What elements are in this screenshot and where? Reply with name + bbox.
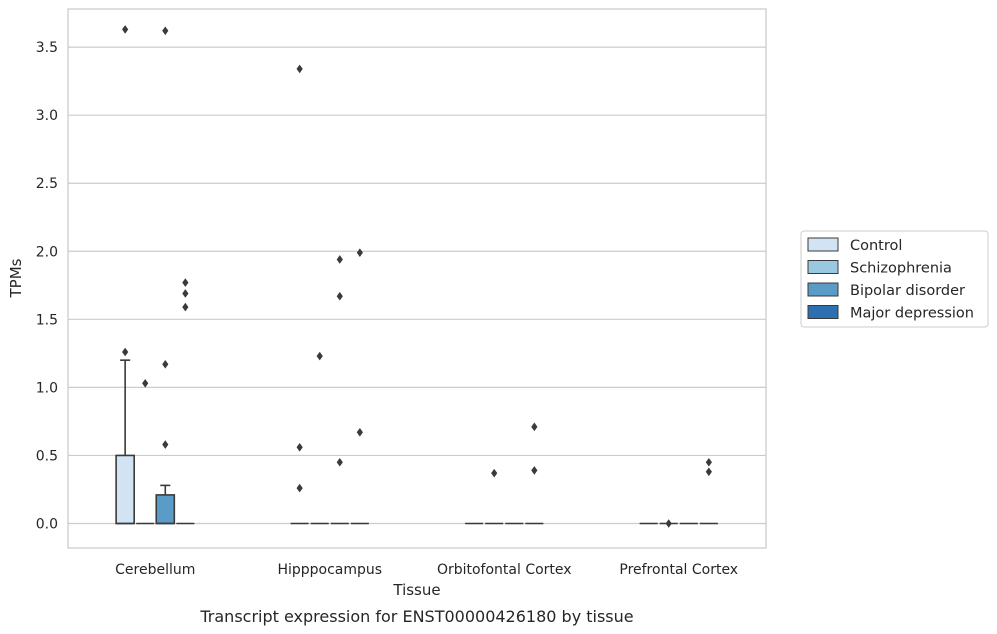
box-schizophrenia	[136, 379, 155, 525]
y-tick-label: 1.5	[36, 312, 58, 328]
y-tick-label: 2.0	[36, 244, 58, 260]
box-schizophrenia	[310, 351, 329, 525]
y-tick-label: 3.0	[36, 108, 58, 124]
legend-frame	[800, 230, 989, 328]
outlier-point	[162, 359, 169, 369]
chart-caption: Transcript expression for ENST0000042618…	[199, 607, 633, 626]
x-tick-label: Prefrontal Cortex	[619, 562, 738, 578]
outlier-point	[182, 289, 189, 298]
x-tick-label: Hipppocampus	[277, 562, 382, 578]
x-tick-label: Orbitofontal Cortex	[437, 562, 572, 578]
legend: Control Schizophrenia Bipolar disorder Majo…	[800, 230, 989, 328]
box-bipolar-disorder	[155, 26, 176, 525]
y-tick-label: 0.0	[36, 517, 58, 533]
legend-swatch	[807, 260, 839, 274]
outlier-point	[296, 442, 303, 452]
outlier-point	[142, 379, 149, 388]
outlier-point	[356, 428, 363, 437]
plot-frame	[67, 8, 767, 549]
outlier-point	[122, 347, 129, 357]
outlier-point	[336, 291, 343, 301]
y-tick-label: 1.0	[36, 380, 58, 396]
grid-lines	[68, 46, 766, 525]
box-major-depression	[176, 278, 195, 525]
box-control	[115, 25, 135, 525]
outlier-point	[531, 422, 538, 432]
box-schizophrenia	[659, 519, 678, 528]
legend-label: Bipolar disorder	[850, 283, 965, 299]
box-major-depression	[699, 457, 718, 525]
box-bipolar-disorder	[330, 255, 349, 525]
outlier-point	[316, 351, 323, 361]
outlier-point	[665, 519, 672, 528]
box-major-depression	[350, 248, 369, 525]
outlier-point	[531, 466, 538, 475]
x-axis-label: Tissue	[392, 581, 440, 599]
outlier-point	[162, 440, 169, 449]
box-control	[290, 64, 309, 525]
boxes	[115, 25, 718, 528]
outlier-point	[705, 467, 712, 477]
outlier-point	[356, 248, 363, 257]
legend-swatch	[807, 237, 839, 252]
outlier-point	[182, 302, 189, 312]
x-tick-label: Cerebellum	[115, 562, 195, 578]
legend-label: Major depression	[850, 306, 974, 322]
box-schizophrenia	[485, 468, 504, 525]
x-tick-labels: Cerebellum Hipppocampus Orbitofontal Corte…	[115, 562, 738, 578]
y-tick-label: 3.5	[36, 40, 58, 56]
legend-swatch	[807, 305, 839, 319]
y-axis-label: TPMs	[7, 258, 25, 298]
y-tick-label: 2.5	[36, 176, 58, 192]
outlier-point	[705, 457, 712, 467]
box-major-depression	[525, 422, 544, 525]
outlier-point	[162, 26, 169, 36]
outlier-point	[182, 278, 189, 287]
y-tick-label: 0.5	[36, 448, 58, 464]
outlier-point	[296, 64, 303, 74]
outlier-point	[122, 25, 129, 34]
y-tick-labels: 0.0 0.5 1.0 1.5 2.0 2.5 3.0 3.5	[36, 40, 58, 532]
legend-label: Schizophrenia	[850, 261, 952, 277]
legend-swatch	[807, 282, 839, 297]
legend-label: Control	[850, 238, 902, 254]
outlier-point	[336, 457, 343, 467]
outlier-point	[491, 468, 498, 478]
outlier-point	[296, 483, 303, 493]
box-rect	[155, 494, 176, 525]
box-rect	[115, 454, 135, 525]
outlier-point	[336, 255, 343, 264]
